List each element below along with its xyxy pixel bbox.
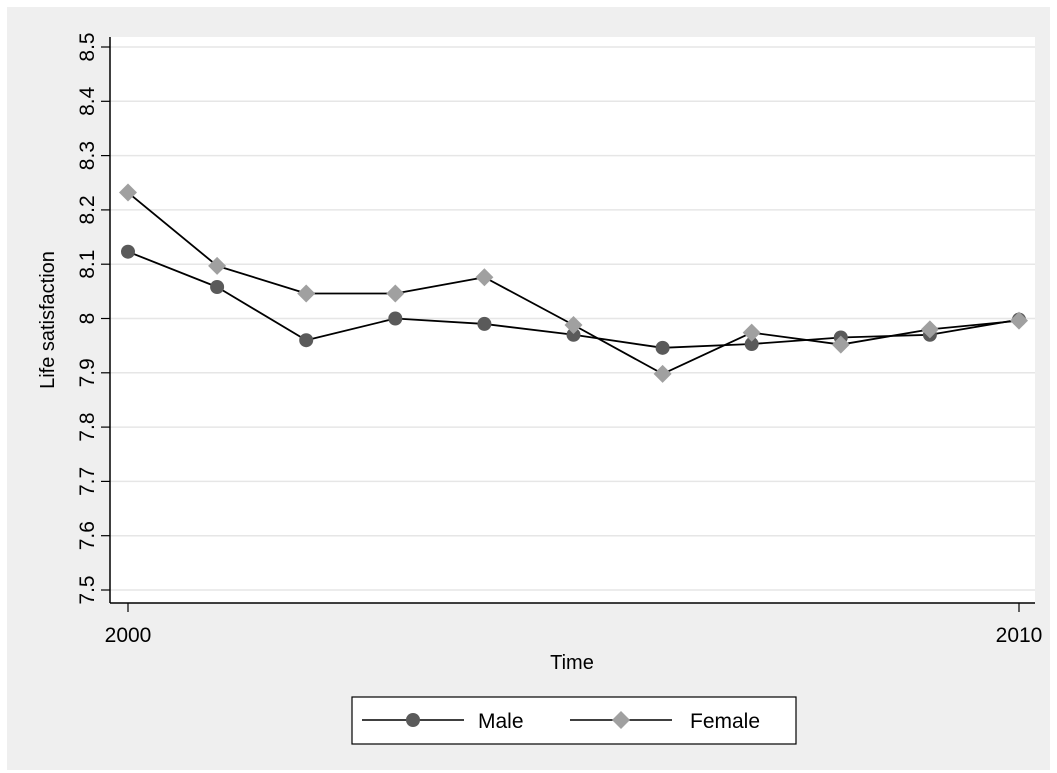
- point-male: [744, 337, 759, 352]
- y-tick-label: 8.2: [76, 195, 99, 224]
- y-tick-label: 8.1: [76, 250, 99, 279]
- x-axis-title: Time: [550, 652, 594, 674]
- point-female: [742, 323, 761, 342]
- point-male: [210, 280, 225, 295]
- point-female: [297, 284, 316, 303]
- x-tick-label: 2000: [105, 624, 152, 647]
- point-female: [1010, 311, 1028, 330]
- y-tick-label: 7.8: [76, 412, 99, 441]
- point-male: [121, 244, 135, 259]
- y-tick-label: 7.5: [76, 575, 99, 604]
- x-axis-ticks: 2000 2010: [105, 603, 1043, 647]
- y-axis-title: Life satisfaction: [37, 251, 59, 389]
- point-male: [299, 333, 314, 348]
- point-male: [655, 340, 670, 355]
- gridlines: [110, 46, 1035, 591]
- point-female: [386, 284, 405, 303]
- y-tick-label: 8.3: [76, 141, 99, 170]
- y-tick-label: 8.5: [76, 32, 99, 61]
- y-axis-ticks: 7.5 7.6 7.7 7.8 7.9 8 8.1 8.2 8.3 8.4 8.5: [76, 32, 110, 605]
- series-layer: [119, 183, 1028, 383]
- y-tick-label: 8.4: [76, 86, 99, 116]
- point-female: [208, 256, 227, 275]
- y-tick-label: 7.9: [76, 358, 99, 387]
- point-male: [388, 311, 403, 326]
- point-female: [119, 183, 137, 202]
- y-tick-label: 7.7: [76, 467, 99, 496]
- point-female: [920, 320, 939, 339]
- x-tick-label: 2010: [996, 624, 1043, 647]
- legend: Male Female: [351, 696, 797, 745]
- point-male: [477, 316, 492, 331]
- legend-label-male: Male: [478, 710, 524, 733]
- point-male: [566, 327, 581, 342]
- legend-marker-male: [406, 713, 420, 727]
- point-female: [564, 316, 583, 335]
- point-female: [653, 364, 672, 383]
- y-tick-label: 7.6: [76, 521, 99, 550]
- legend-marker-female: [612, 711, 630, 729]
- point-female: [831, 335, 850, 354]
- legend-label-female: Female: [690, 710, 760, 733]
- point-female: [475, 268, 494, 287]
- y-tick-label: 8: [76, 313, 99, 325]
